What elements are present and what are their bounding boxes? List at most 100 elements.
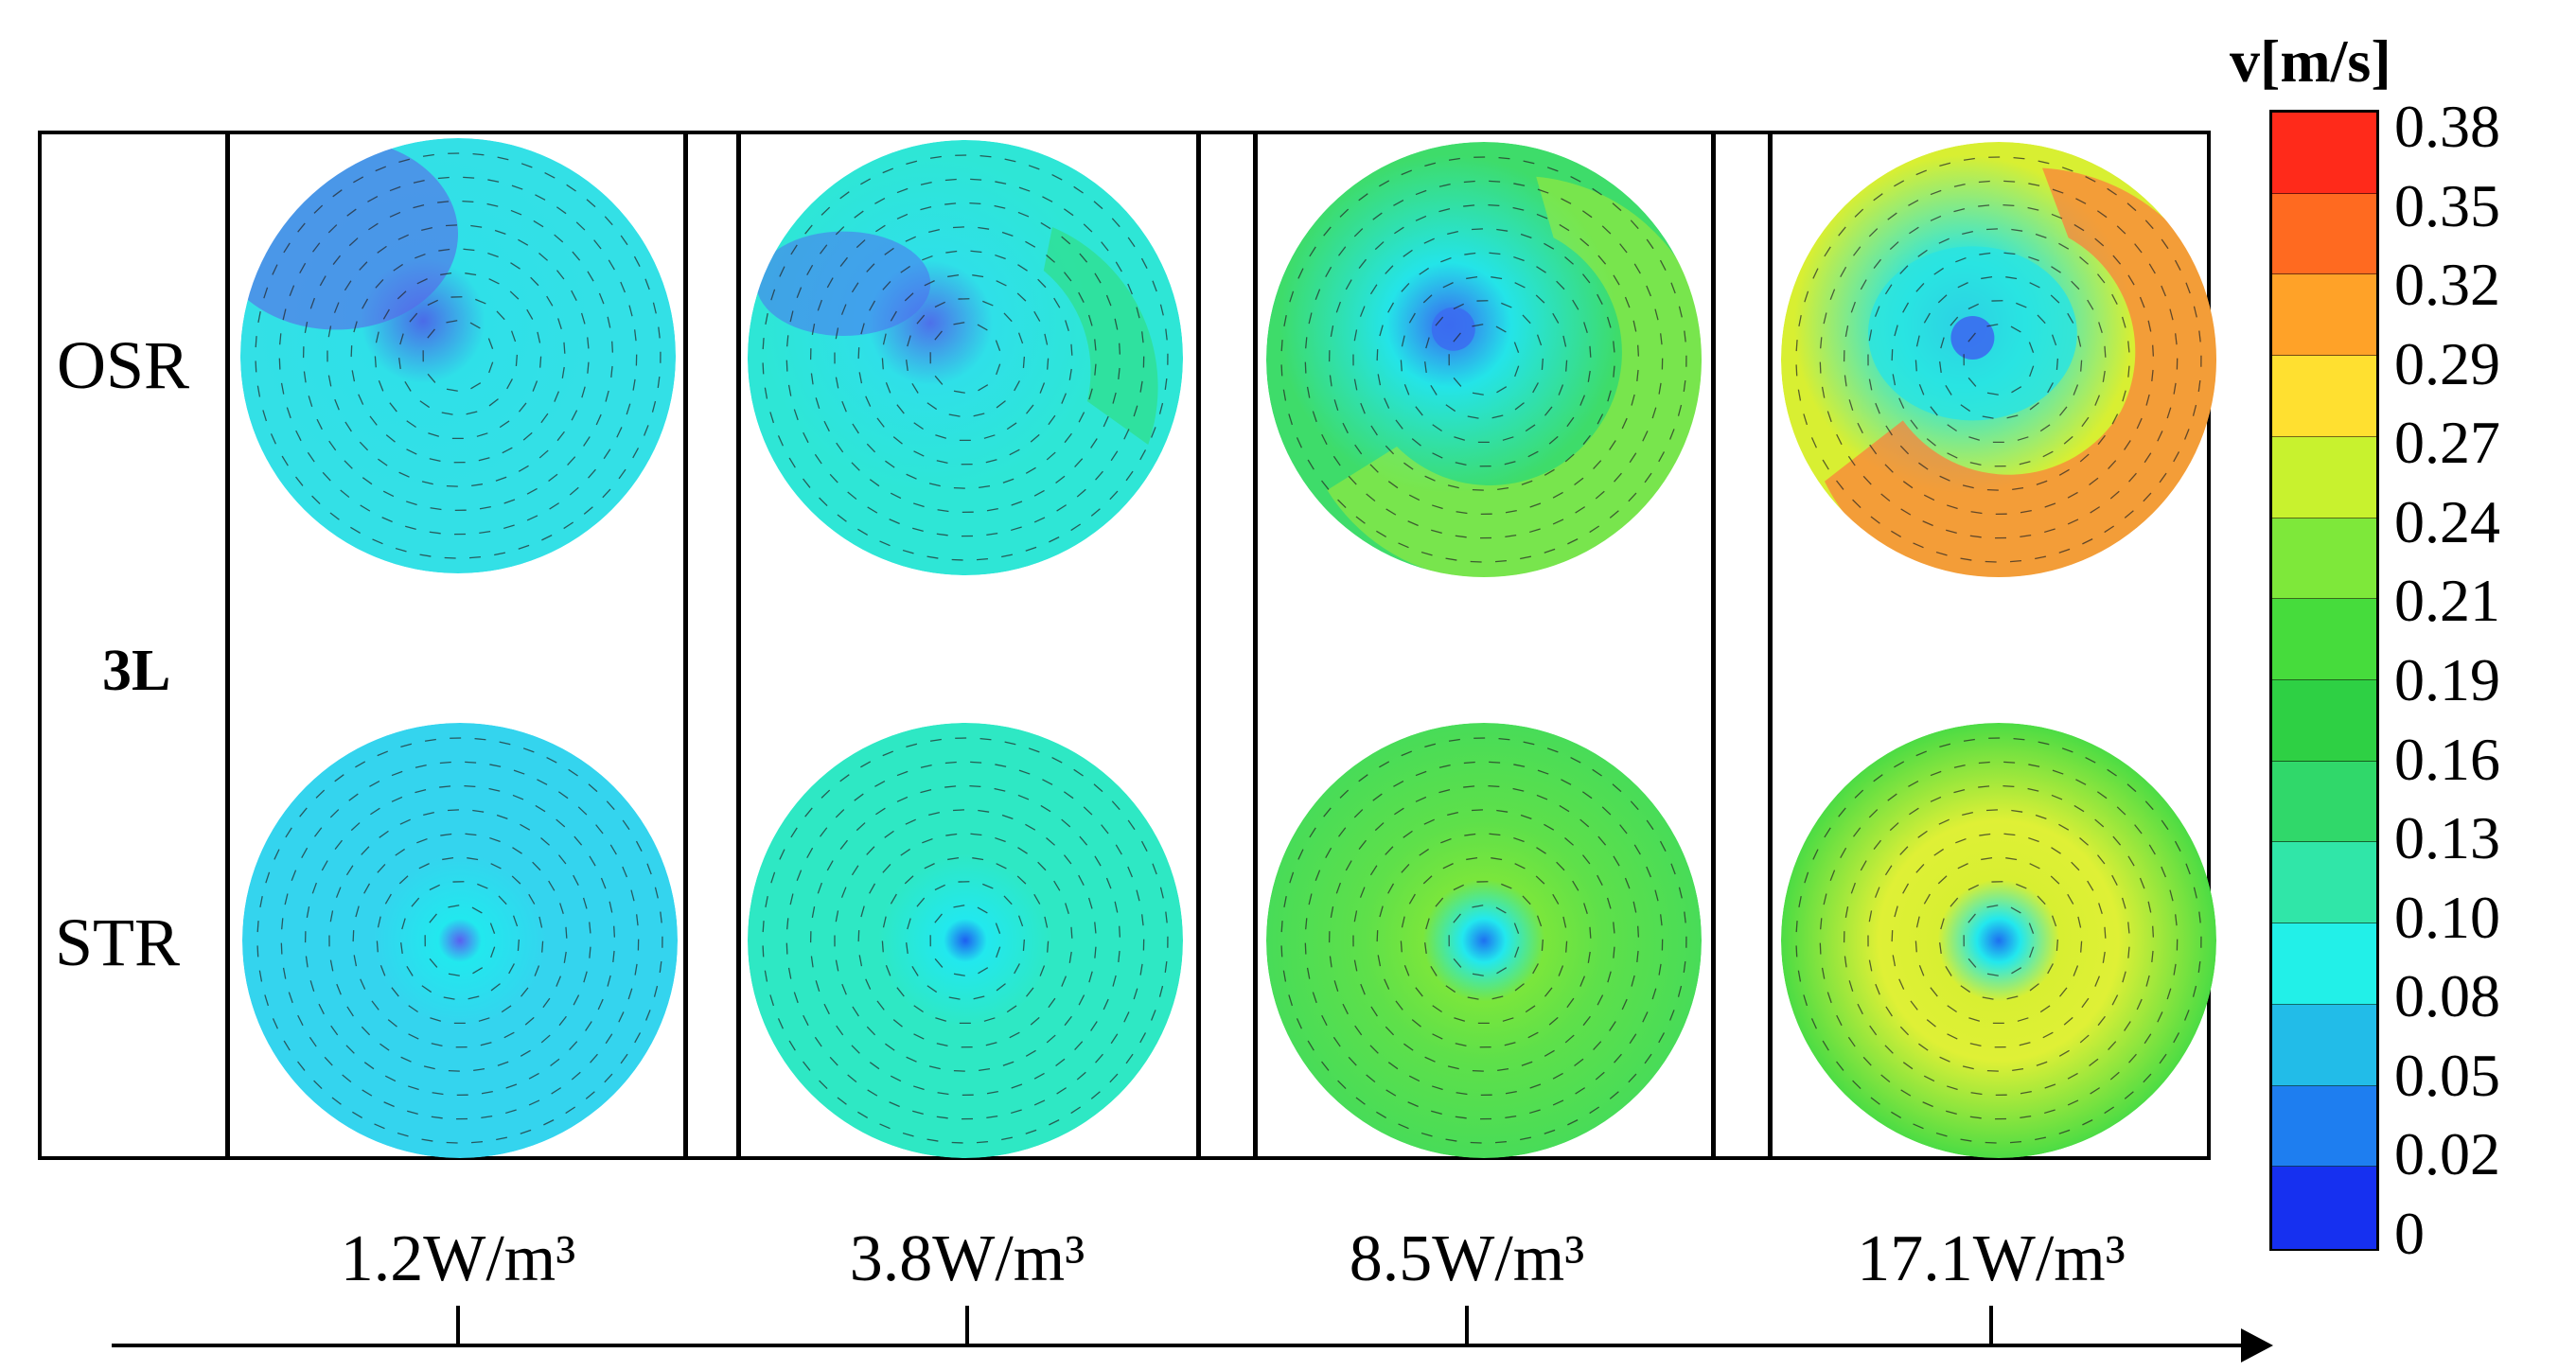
velocity-vector [851,1045,860,1054]
velocity-vector [1836,1014,1843,1027]
velocity-vector [533,220,544,228]
velocity-vector [1514,946,1520,958]
velocity-vector [2192,985,2197,997]
velocity-vector [1803,994,1808,1007]
velocity-vector [815,397,820,409]
velocity-vector [1419,267,1429,275]
velocity-vector [922,837,933,844]
velocity-vector [1967,332,1976,343]
velocity-vector [896,987,905,997]
velocity-vector [1033,517,1046,523]
velocity-vector [1030,433,1040,443]
velocity-vector [924,863,935,870]
velocity-vector [571,410,578,421]
velocity-vector [769,412,775,424]
velocity-vector [1829,870,1836,882]
velocity-vector [1395,419,1403,430]
velocity-vector [1083,806,1093,816]
velocity-vector [2029,282,2040,289]
velocity-vector [1962,484,1974,489]
velocity-vector [1612,202,1622,212]
velocity-vector [2017,436,2029,441]
velocity-vector [1945,384,1952,395]
velocity-vector [1619,243,1628,254]
velocity-vector [1651,407,1657,419]
velocity-vector [1438,765,1451,768]
velocity-vector [1857,1003,1863,1015]
velocity-vector [567,456,576,466]
velocity-vector [1536,915,1543,927]
velocity-vector [1885,1006,1893,1017]
velocity-vector [2075,198,2087,204]
velocity-vector [2028,764,2040,767]
velocity-vector [463,176,475,179]
velocity-vector [1164,961,1168,974]
velocity-vector [787,967,792,979]
velocity-vector [1498,156,1510,160]
velocity-vector [352,930,355,942]
velocity-vector [1159,887,1164,899]
velocity-vector [836,442,844,453]
velocity-vector [1522,895,1531,905]
velocity-vector [1073,768,1084,777]
velocity-vector [1078,291,1085,303]
velocity-vector [1095,1053,1103,1063]
velocity-vector [977,906,988,914]
velocity-vector [817,299,822,311]
velocity-vector [1432,504,1443,510]
velocity-vector [814,453,822,465]
velocity-vector [557,854,567,865]
velocity-vector [1400,360,1403,372]
velocity-vector [806,264,814,275]
velocity-vector [1978,180,1990,184]
velocity-vector [1055,1058,1066,1067]
velocity-vector [626,403,631,415]
velocity-vector [1609,1091,1619,1099]
velocity-vector [299,262,307,273]
velocity-vector [1847,1036,1856,1047]
velocity-vector [1022,939,1026,951]
velocity-vector [1520,233,1532,238]
velocity-vector [1425,918,1430,930]
velocity-vector [446,484,458,487]
velocity-vector [400,1056,412,1063]
velocity-vector [1002,1061,1015,1066]
velocity-vector [860,761,872,768]
velocity-vector [2102,370,2106,382]
velocity-vector [311,495,321,504]
velocity-vector [1854,789,1864,799]
velocity-vector [263,287,269,299]
velocity-vector [1321,433,1328,446]
velocity-vector [865,395,872,407]
velocity-vector [1431,529,1442,535]
velocity-vector [1541,939,1544,951]
velocity-vector [1870,1097,1880,1105]
velocity-vector [1061,818,1071,828]
velocity-vector [995,181,1007,185]
velocity-vector [400,743,413,748]
velocity-vector [902,1132,914,1137]
velocity-vector [2144,1033,2152,1045]
power-label-1: 1.2W/m³ [340,1222,576,1295]
velocity-vector [1597,413,1604,425]
velocity-vector [1826,992,1832,1004]
velocity-vector [924,280,935,287]
velocity-vector [1587,370,1591,382]
velocity-vector [1044,916,1049,928]
velocity-vector [1960,404,1971,413]
colorbar-tick-label: 0.02 [2394,1120,2500,1188]
velocity-vector [488,361,494,374]
velocity-vector [259,895,263,907]
velocity-vector [1088,388,1093,400]
velocity-vector [1570,176,1581,183]
velocity-vector [1432,1085,1443,1091]
velocity-vector [1385,265,1394,274]
velocity-vector [1556,861,1565,871]
velocity-vector [1902,883,1910,894]
velocity-vector [395,547,407,553]
velocity-vector [1016,292,1027,302]
velocity-vector [1014,380,1020,392]
colorbar-segment [2272,274,2376,358]
velocity-vector [256,385,261,397]
velocity-vector [351,370,356,382]
